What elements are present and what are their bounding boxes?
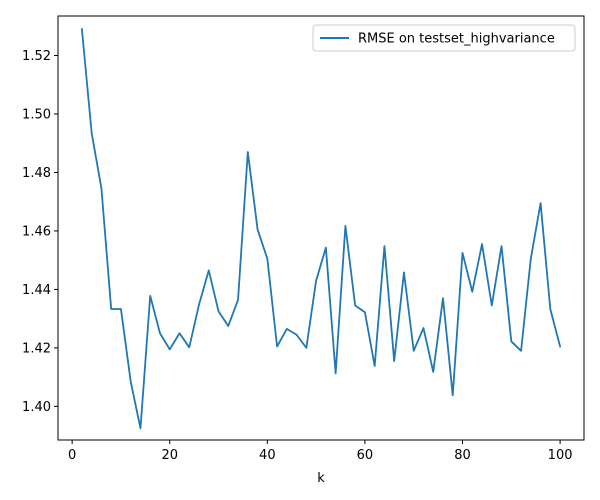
y-tick-label: 1.42: [22, 341, 51, 356]
y-tick-label: 1.50: [22, 107, 51, 122]
x-tick-label: 20: [161, 448, 178, 463]
legend: RMSE on testset_highvariance: [312, 24, 576, 52]
y-tick-label: 1.48: [22, 166, 51, 181]
x-axis-label: k: [317, 471, 325, 486]
x-tick-label: 60: [357, 448, 374, 463]
series-line: [80, 28, 562, 430]
x-tick-label: 100: [548, 448, 573, 463]
y-tick-label: 1.52: [22, 49, 51, 64]
legend-entry-label: RMSE on testset_highvariance: [358, 32, 555, 47]
x-axis: 0 20 40 60 80 100: [68, 440, 573, 463]
y-axis: 1.40 1.42 1.44 1.46 1.48 1.50 1.52: [22, 49, 58, 415]
series-layer: [80, 28, 562, 430]
y-tick-label: 1.40: [22, 400, 51, 415]
y-tick-label: 1.46: [22, 224, 51, 239]
x-tick-label: 0: [68, 448, 76, 463]
legend-box: [312, 24, 576, 52]
plot-frame: [57, 15, 585, 441]
x-tick-label: 40: [259, 448, 276, 463]
y-tick-label: 1.44: [22, 283, 51, 298]
plot-area: [58, 16, 584, 440]
x-tick-label: 80: [454, 448, 471, 463]
